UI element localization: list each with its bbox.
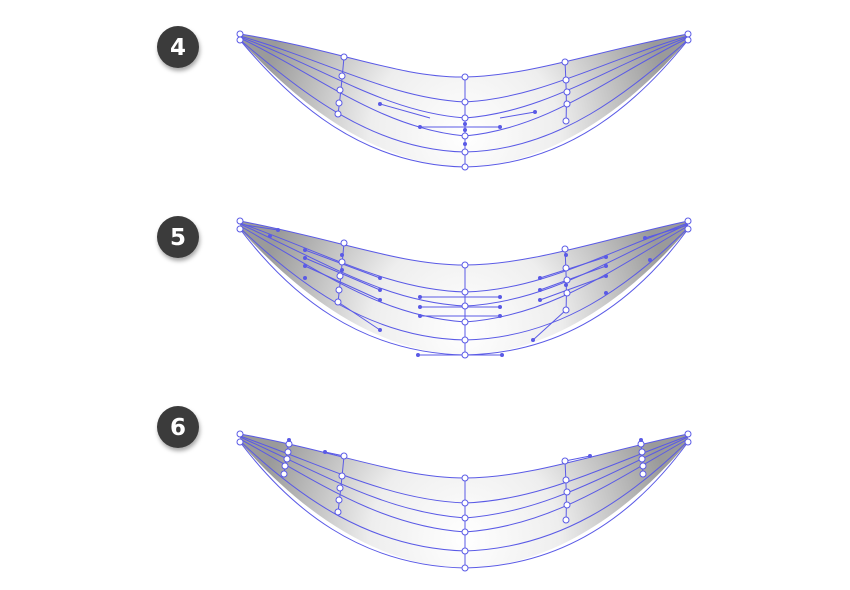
step-4-anchor-points: [236, 30, 692, 171]
step-5-badge: [157, 216, 199, 258]
step-4-handle-points: [378, 102, 537, 146]
step-5-mesh-shape: [236, 217, 692, 359]
step-5-shape-fill: [240, 221, 688, 355]
step-5-handle-points: [268, 228, 652, 357]
step-4-group: 4: [157, 26, 692, 171]
step-5-group: 5: [157, 216, 692, 359]
step-5-anchor-points: [236, 217, 692, 359]
step-6-mesh-shape: [236, 430, 692, 572]
step-4-badge: [157, 26, 199, 68]
step-6-handle-points: [287, 438, 643, 458]
step-4-mesh-shape: [236, 30, 692, 171]
step-6-badge: [157, 406, 199, 448]
step-6-anchor-points: [236, 430, 692, 572]
step-6-group: 6: [157, 406, 692, 572]
step-4-number: 4: [170, 35, 186, 61]
step-6-number: 6: [170, 415, 186, 441]
step-5-number: 5: [170, 225, 186, 251]
